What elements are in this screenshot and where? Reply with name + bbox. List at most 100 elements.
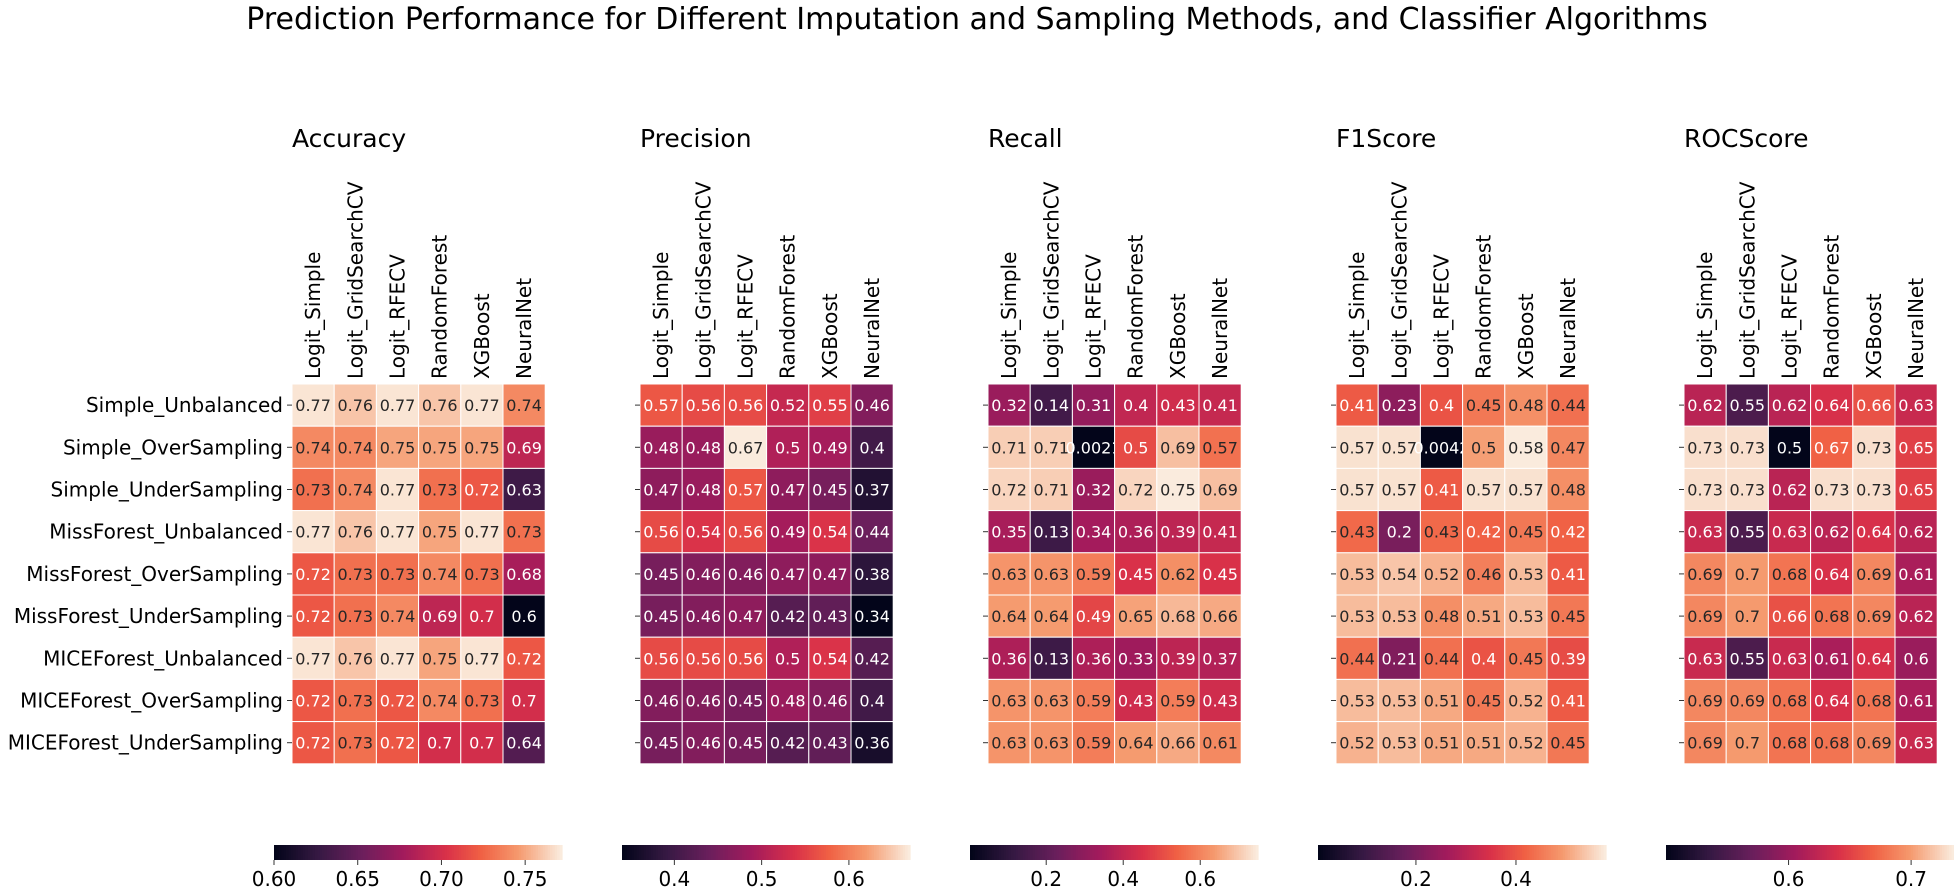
column-label: XGBoost — [470, 293, 494, 379]
heatmap-cell — [502, 594, 546, 638]
cell-value-label: 0.36 — [991, 649, 1027, 668]
colorbar-segment — [1442, 845, 1446, 860]
heatmap-cell — [1504, 721, 1548, 765]
colorbar-segment — [1219, 845, 1223, 860]
colorbar-segment — [1342, 845, 1345, 860]
colorbar-segment — [552, 845, 556, 860]
colorbar-segment — [468, 845, 472, 860]
cell-value-label: 0.57 — [1381, 438, 1417, 457]
colorbar-segment — [1706, 845, 1710, 860]
cell-value-label: 0.74 — [422, 692, 458, 711]
colorbar-segment — [312, 845, 316, 860]
cell-value-label: 0.73 — [464, 565, 500, 584]
column-label: NeuralNet — [1556, 278, 1580, 379]
colorbar-segment — [1138, 845, 1141, 860]
colorbar-segment — [1049, 845, 1053, 860]
panel-title: Recall — [988, 124, 1063, 153]
colorbar-segment — [1834, 845, 1837, 860]
heatmap-cell — [681, 425, 725, 469]
column-label: NeuralNet — [1904, 278, 1928, 379]
cell-value-label: 0.61 — [1814, 649, 1850, 668]
cell-value-label: 0.77 — [464, 649, 500, 668]
heatmap-cell — [1725, 383, 1769, 427]
cell-value-label: 0.4 — [859, 438, 884, 457]
heatmap-cell — [723, 552, 768, 596]
colorbar-segment — [739, 845, 743, 860]
cell-value-label: 0.66 — [1772, 607, 1808, 626]
column-label: Logit_Simple — [649, 252, 673, 379]
colorbar-segment — [482, 845, 486, 860]
colorbar-segment — [286, 845, 289, 860]
colorbar-segment — [797, 845, 801, 860]
heatmap-cell — [502, 678, 546, 723]
colorbar-segment — [998, 845, 1002, 860]
colorbar-segment — [1846, 845, 1849, 860]
cell-value-label: 0.57 — [1339, 438, 1375, 457]
heatmap-cell — [460, 510, 504, 554]
colorbar-segment — [1368, 845, 1372, 860]
cell-value-label: 0.4 — [859, 692, 884, 711]
heatmap-cell — [1335, 678, 1379, 723]
colorbar-segment — [1008, 845, 1012, 860]
colorbar-segment — [1070, 845, 1074, 860]
colorbar-segment — [878, 845, 882, 860]
colorbar-segment — [1471, 845, 1475, 860]
colorbar-segment — [1714, 845, 1717, 860]
colorbar-segment — [1565, 845, 1569, 860]
colorbar-segment — [756, 845, 760, 860]
cell-value-label: 0.59 — [1076, 565, 1112, 584]
cell-value-label: 0.42 — [1550, 523, 1586, 542]
cell-value-label: 0.68 — [1814, 734, 1850, 753]
colorbar-segment — [677, 845, 681, 860]
cell-value-label: 0.71 — [1033, 438, 1069, 457]
heatmap-cell — [1725, 510, 1769, 554]
heatmap-cell — [1894, 594, 1938, 638]
colorbar-segment — [518, 845, 522, 860]
colorbar-segment — [334, 845, 337, 860]
heatmap-cell — [1504, 678, 1548, 723]
column-label: RandomForest — [776, 235, 800, 379]
colorbar-segment — [766, 845, 769, 860]
cell-value-label: 0.6 — [511, 607, 536, 626]
colorbar-segment — [1538, 845, 1542, 860]
heatmap-cell — [1114, 467, 1158, 512]
heatmap-cell — [1462, 594, 1506, 638]
colorbar-segment — [425, 845, 429, 860]
cell-value-label: 0.69 — [1729, 692, 1765, 711]
colorbar-segment — [293, 845, 297, 860]
column-label: Logit_Simple — [1693, 252, 1717, 379]
cell-value-label: 0.57 — [1202, 438, 1238, 457]
cell-value-label: 0.55 — [1729, 396, 1765, 415]
colorbar-segment — [331, 845, 335, 860]
heatmap-cell — [1029, 383, 1073, 427]
colorbar-segment — [530, 845, 534, 860]
cell-value-label: 0.64 — [1814, 565, 1850, 584]
cell-value-label: 0.42 — [770, 607, 806, 626]
column-label: XGBoost — [818, 293, 842, 379]
heatmap-cell — [1504, 425, 1548, 469]
colorbar-segment — [1778, 845, 1782, 860]
heatmap-cell — [1462, 678, 1506, 723]
cell-value-label: 0.69 — [1856, 607, 1892, 626]
colorbar-segment — [1498, 845, 1501, 860]
colorbar-segment — [367, 845, 371, 860]
colorbar-tick-label: 0.6 — [833, 867, 865, 891]
colorbar-segment — [1546, 845, 1549, 860]
colorbar-segment — [1536, 845, 1540, 860]
cell-value-label: 0.34 — [1076, 523, 1112, 542]
colorbar-segment — [1574, 845, 1578, 860]
colorbar-segment — [888, 845, 892, 860]
heatmap-cell — [1462, 467, 1506, 512]
cell-value-label: 0.75 — [422, 649, 458, 668]
colorbar-segment — [1099, 845, 1103, 860]
cell-value-label: 0.43 — [812, 734, 848, 753]
colorbar-segment — [1058, 845, 1062, 860]
colorbar-segment — [1423, 845, 1427, 860]
colorbar-segment — [1174, 845, 1177, 860]
colorbar-segment — [1022, 845, 1026, 860]
colorbar-segment — [1445, 845, 1449, 860]
colorbar-segment — [1013, 845, 1017, 860]
heatmap-cell — [1198, 467, 1242, 512]
colorbar-segment — [1092, 845, 1096, 860]
colorbar-segment — [1166, 845, 1170, 860]
